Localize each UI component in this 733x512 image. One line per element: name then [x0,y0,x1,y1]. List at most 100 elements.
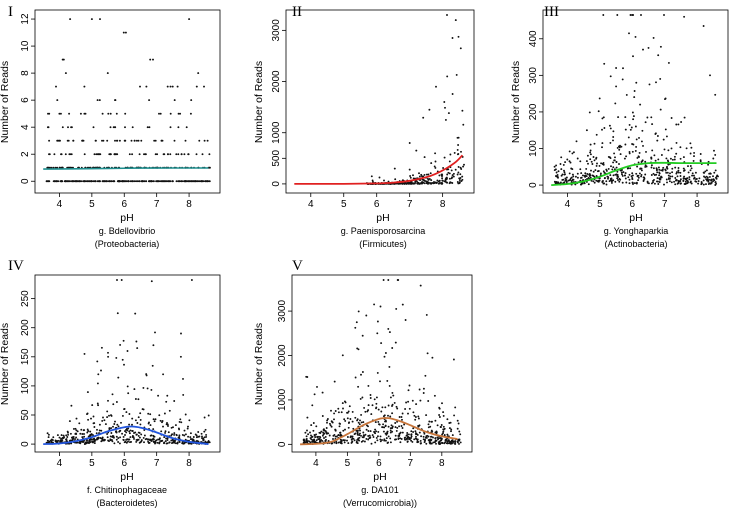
data-point [566,158,569,161]
data-point [592,175,595,177]
data-point [355,440,358,443]
data-point [593,181,596,184]
panel-label: II [292,4,302,20]
data-point [387,414,389,417]
data-point [624,128,627,131]
data-point [95,432,98,435]
data-point [414,432,417,435]
data-point [703,175,705,178]
data-point [399,437,402,440]
data-point [420,435,423,438]
data-point [644,165,647,168]
data-point [658,181,661,183]
data-point [48,153,50,156]
data-point [74,427,77,430]
data-point [341,354,344,357]
data-point [135,440,138,443]
data-point [92,180,95,183]
data-point [326,421,328,424]
data-point [379,440,382,443]
data-point [120,180,123,183]
data-point [92,434,94,437]
plot-frame [291,274,473,453]
data-point [101,419,104,422]
data-point [347,410,350,413]
data-point [113,423,116,425]
data-point [618,177,621,180]
data-point [138,153,141,156]
data-point [440,441,443,444]
data-point [178,434,181,437]
data-point [677,167,680,169]
caption-taxon: g. Bdellovibrio [99,226,156,236]
data-point [633,96,636,99]
data-point [412,427,415,430]
data-point [112,425,114,428]
data-point [707,180,710,183]
data-point [332,438,334,440]
data-point [306,376,309,378]
data-point [339,441,342,443]
data-point [628,32,630,35]
data-point [571,152,574,155]
y-tick-label: 0 [277,441,288,447]
data-point [70,126,73,129]
data-point [57,439,60,442]
data-point [375,436,378,439]
data-point [313,433,316,436]
x-tick-label: 5 [345,458,351,469]
data-point [579,168,582,171]
data-point [595,179,598,182]
x-tick-label: 7 [407,199,413,210]
caption-taxon: g. DA101 [361,485,399,495]
data-point [644,160,647,163]
data-point [342,407,344,410]
data-point [180,153,183,156]
data-point [584,174,587,177]
data-point [127,440,129,443]
data-point [439,437,442,440]
data-point [650,182,653,185]
data-point [670,181,673,184]
data-point [645,150,647,153]
data-point [167,425,169,427]
data-point [559,163,562,165]
data-point [137,431,140,434]
data-point [93,426,96,428]
data-point [671,175,674,178]
data-point [438,406,441,409]
data-point [397,438,400,440]
data-point [334,410,337,412]
data-point [642,48,644,51]
data-point [441,173,444,176]
data-point [139,412,142,415]
data-point [161,180,164,183]
data-point [208,153,211,156]
data-point [667,163,670,166]
caption-taxon: f. Chitinophagaceae [87,485,167,495]
data-point [158,180,160,183]
data-point [79,112,82,115]
data-point [140,139,143,142]
data-point [349,418,352,420]
data-point [396,279,399,281]
data-point [446,173,449,176]
x-tick-label: 6 [121,458,127,469]
data-point [684,180,687,183]
data-point [337,411,340,414]
data-point [127,438,130,441]
y-tick-label: 2000 [271,70,282,93]
data-point [617,175,620,178]
data-point [632,55,634,58]
data-point [419,439,422,442]
data-point [656,139,659,142]
data-point [631,111,634,114]
data-point [125,427,128,430]
data-point [116,279,118,281]
x-tick-label: 4 [313,458,319,469]
data-point [86,431,89,434]
data-point [179,112,182,115]
data-point [76,441,79,444]
